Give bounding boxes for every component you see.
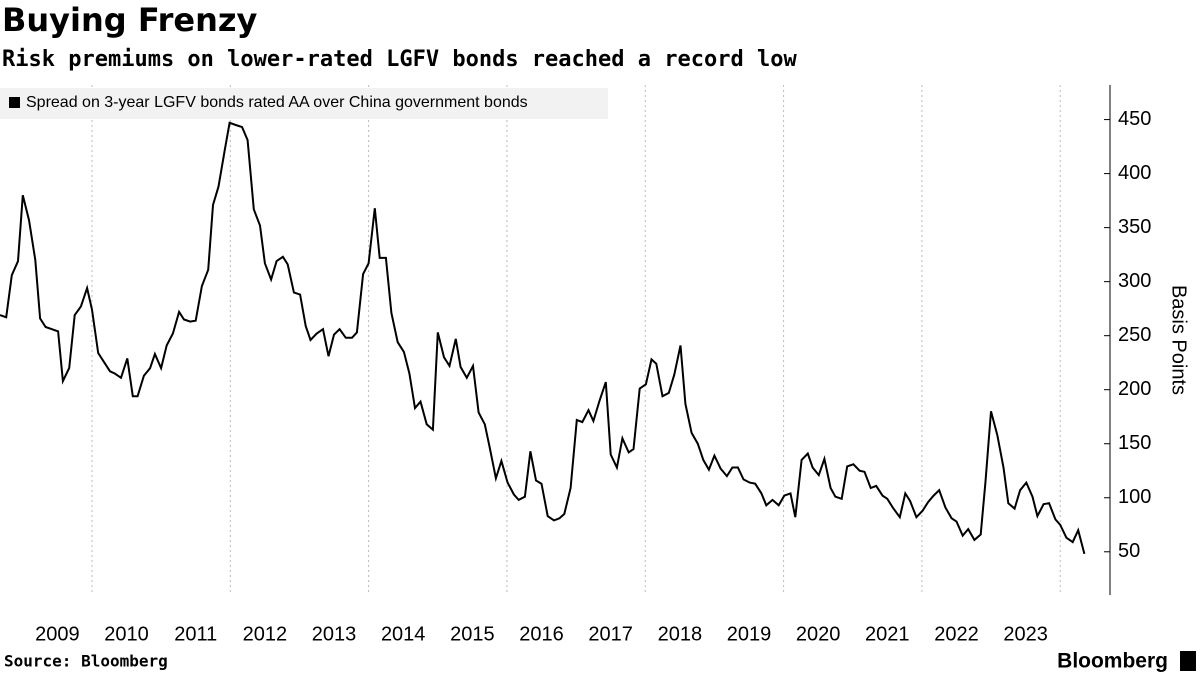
y-tick-label: 150 <box>1118 432 1151 454</box>
x-tick-label: 2017 <box>588 623 633 645</box>
x-tick-label: 2022 <box>934 623 979 645</box>
y-tick-label: 200 <box>1118 378 1151 400</box>
y-tick-label: 50 <box>1118 540 1140 562</box>
x-tick-label: 2018 <box>658 623 703 645</box>
y-tick-label: 350 <box>1118 216 1151 238</box>
y-tick-label: 100 <box>1118 486 1151 508</box>
x-tick-label: 2015 <box>450 623 495 645</box>
x-tick-label: 2009 <box>35 623 80 645</box>
legend-label: Spread on 3-year LGFV bonds rated AA ove… <box>26 94 528 111</box>
y-tick-label: 400 <box>1118 162 1151 184</box>
line-series <box>0 121 1086 555</box>
source: Source: Bloomberg <box>4 652 168 671</box>
y-axis-title: Basis Points <box>1168 285 1190 395</box>
y-tick-label: 300 <box>1118 270 1151 292</box>
x-tick-label: 2010 <box>104 623 149 645</box>
x-tick-label: 2020 <box>796 623 841 645</box>
x-tick-label: 2011 <box>174 623 217 645</box>
x-tick-label: 2023 <box>1003 623 1048 645</box>
x-tick-label: 2012 <box>243 623 288 645</box>
chart-subtitle: Risk premiums on lower-rated LGFV bonds … <box>2 47 797 72</box>
legend-box <box>0 88 608 119</box>
x-tick-label: 2021 <box>865 623 910 645</box>
y-tick-label: 450 <box>1118 108 1151 130</box>
chart-title: Buying Frenzy <box>2 1 258 39</box>
x-tick-label: 2014 <box>381 623 426 645</box>
brand: Bloomberg <box>1057 650 1168 673</box>
legend-swatch <box>9 97 20 108</box>
brand-icon <box>1180 651 1196 671</box>
x-tick-label: 2019 <box>727 623 772 645</box>
y-tick-label: 250 <box>1118 324 1151 346</box>
x-tick-label: 2013 <box>312 623 357 645</box>
x-tick-label: 2016 <box>519 623 564 645</box>
